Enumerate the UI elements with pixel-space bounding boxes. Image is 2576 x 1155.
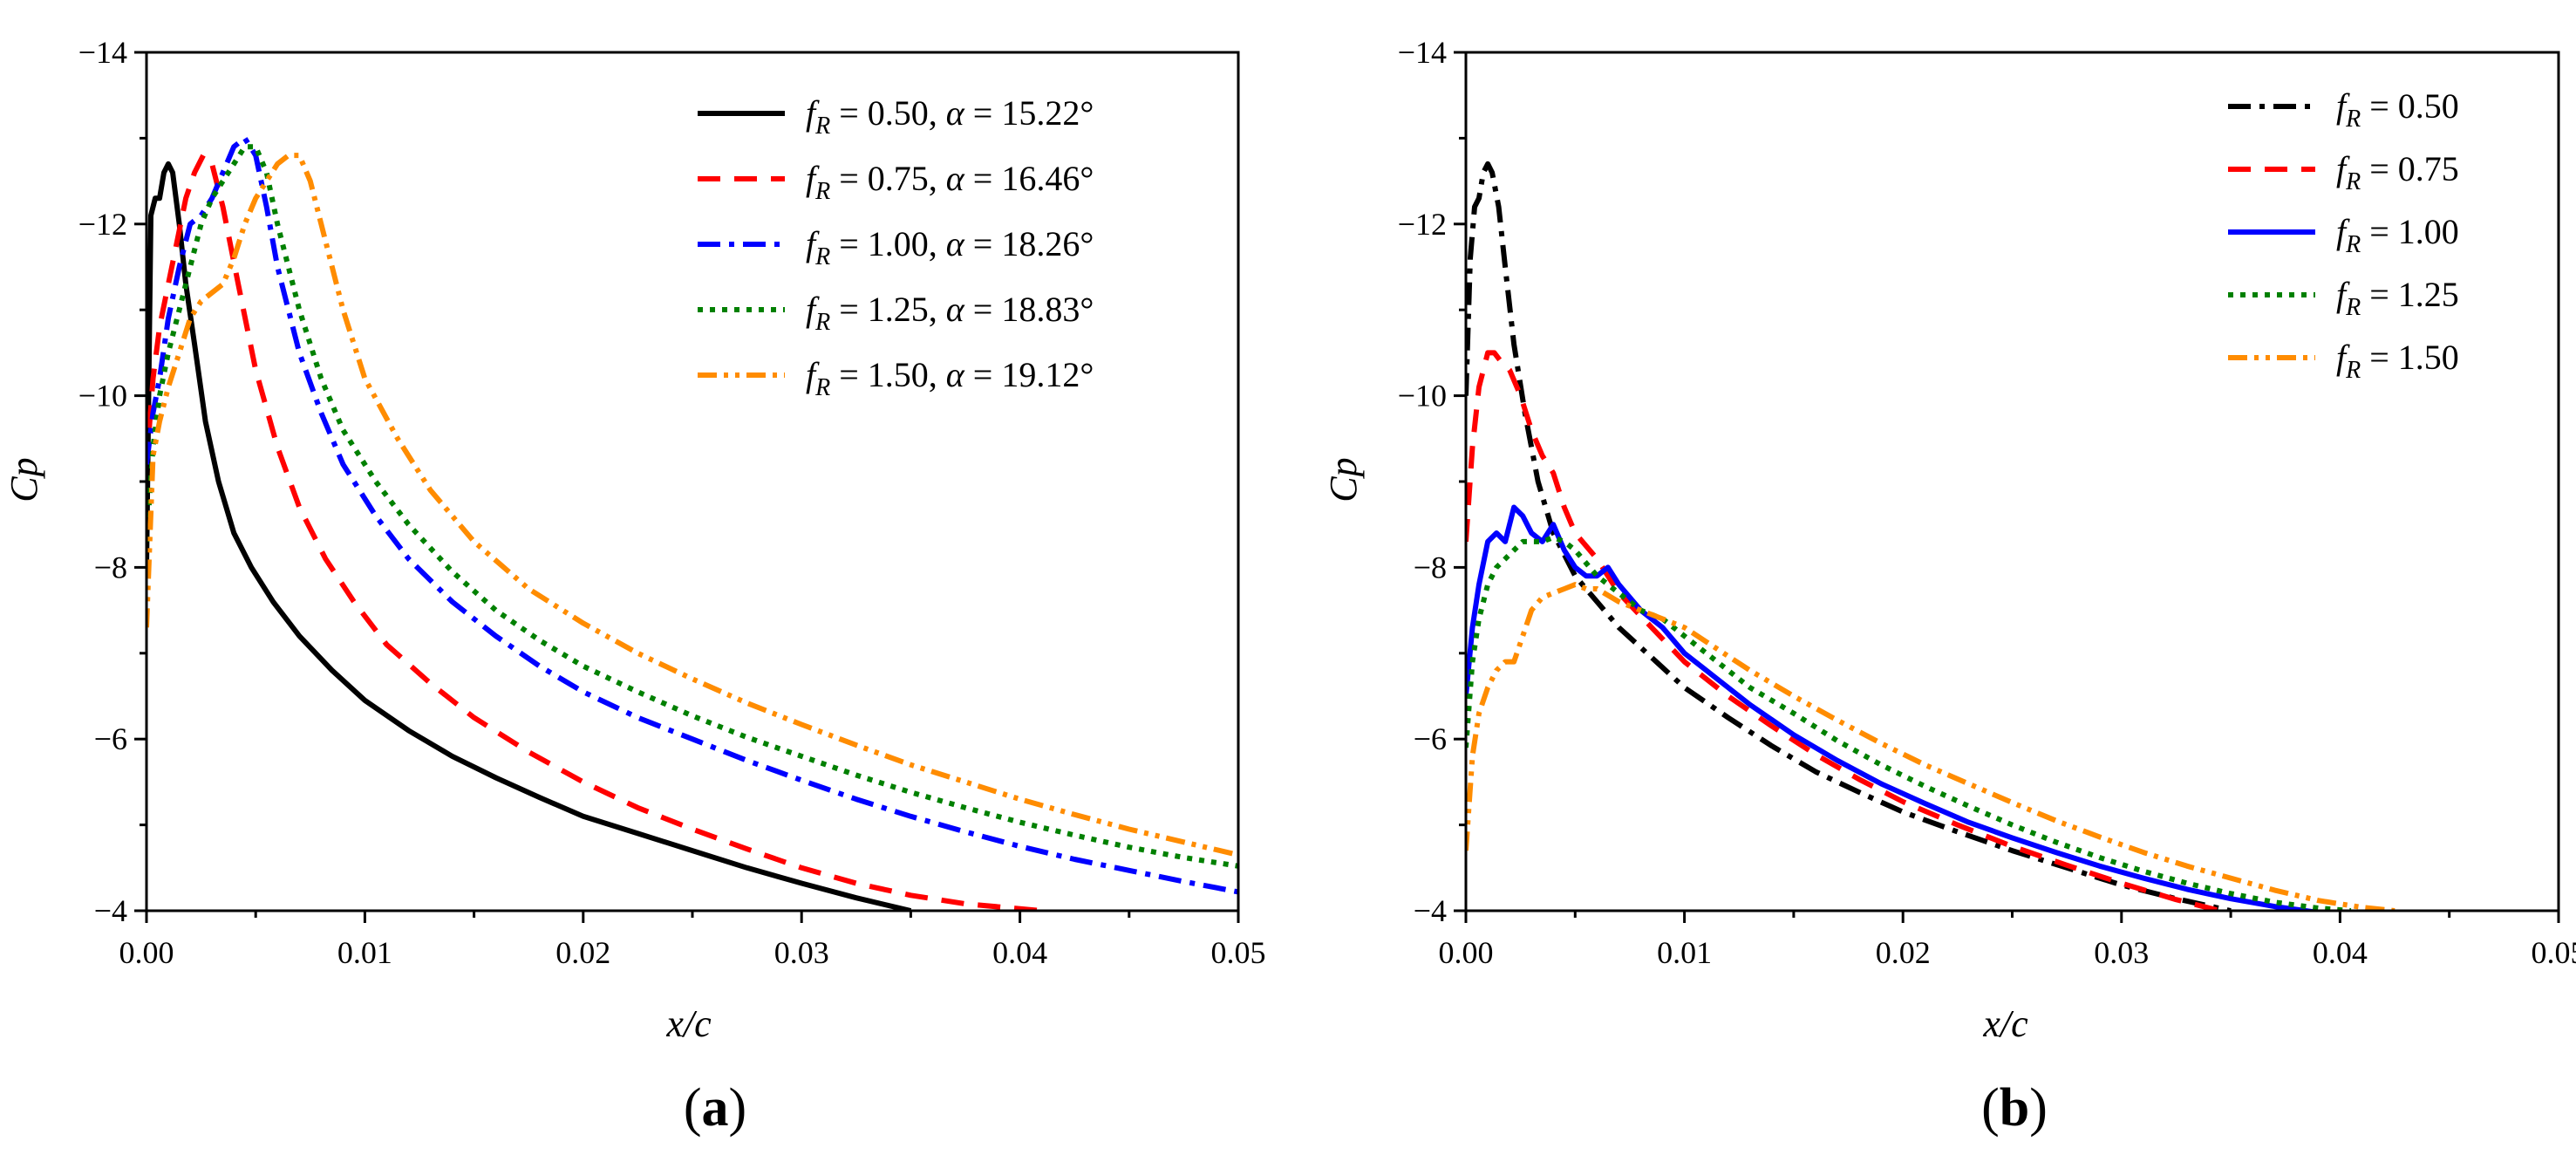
- y-tick-label: −14: [78, 35, 127, 70]
- y-axis-label: Cp: [3, 457, 45, 502]
- legend-label: fR = 0.50, α = 15.22°: [806, 93, 1094, 140]
- y-tick-label: −8: [1414, 550, 1447, 584]
- legend-label: fR = 1.25, α = 18.83°: [806, 290, 1094, 336]
- x-tick-label: 0.05: [2532, 935, 2576, 970]
- legend-label: fR = 0.75: [2336, 149, 2459, 195]
- series-line-1-00: [1466, 504, 2319, 911]
- legend: fR = 0.50 fR = 0.75 fR = 1.00 fR = 1.25 fR =…: [2228, 86, 2459, 384]
- series-line-1-00: [147, 135, 1238, 895]
- series-line-0-50: [1466, 161, 2232, 911]
- legend-label: fR = 1.00: [2336, 212, 2459, 258]
- panel-b: 0.00 0.01 0.02 0.03 0.04 0.05 −4 −6 −8 −10 −12 −14 x…: [1322, 35, 2576, 1138]
- legend-label: fR = 1.00, α = 18.26°: [806, 224, 1094, 270]
- y-tick-label: −14: [1398, 35, 1447, 70]
- y-tick-label: −6: [1414, 721, 1447, 756]
- x-tick-label: 0.01: [1657, 935, 1712, 970]
- legend-label: fR = 1.50, α = 19.12°: [806, 355, 1094, 401]
- panel-label: (a): [684, 1078, 746, 1138]
- legend-label: fR = 1.25: [2336, 275, 2459, 321]
- y-axis-label: Cp: [1322, 457, 1365, 502]
- series-group: [147, 135, 1238, 911]
- panel-label: (b): [1981, 1078, 2048, 1138]
- x-tick-label: 0.03: [774, 935, 829, 970]
- series-line-1-50: [147, 153, 1238, 858]
- series-line-1-25: [147, 144, 1238, 869]
- series-line-0-75: [147, 153, 1042, 911]
- y-tick-label: −10: [78, 379, 127, 413]
- legend-label: fR = 0.50: [2336, 86, 2459, 133]
- y-tick-label: −12: [1398, 207, 1447, 242]
- y-tick-label: −4: [1414, 893, 1447, 928]
- y-tick-label: −4: [94, 893, 127, 928]
- y-tick-label: −10: [1398, 379, 1447, 413]
- y-tick-label: −12: [78, 207, 127, 242]
- series-group: [1466, 161, 2395, 911]
- series-line-0-50: [147, 161, 912, 911]
- y-tick-label: −8: [94, 550, 127, 584]
- x-tick-label: 0.02: [555, 935, 610, 970]
- x-tick-label: 0.00: [1439, 935, 1494, 970]
- y-tick-label: −6: [94, 721, 127, 756]
- legend-label: fR = 0.75, α = 16.46°: [806, 159, 1094, 205]
- legend-label: fR = 1.50: [2336, 338, 2459, 384]
- panel-a: 0.00 0.01 0.02 0.03 0.04 0.05 −4 −6 −8 −10 −12 −14 x…: [3, 35, 1266, 1138]
- series-line-1-50: [1466, 582, 2395, 911]
- x-tick-label: 0.04: [992, 935, 1047, 970]
- legend: fR = 0.50, α = 15.22° fR = 0.75, α = 16.4…: [698, 93, 1094, 401]
- x-tick-label: 0.05: [1211, 935, 1266, 970]
- x-axis-label: x/c: [1982, 1002, 2028, 1045]
- x-tick-label: 0.01: [337, 935, 392, 970]
- x-tick-label: 0.00: [119, 935, 174, 970]
- series-line-1-25: [1466, 535, 2352, 911]
- x-tick-label: 0.04: [2313, 935, 2368, 970]
- x-axis-label: x/c: [665, 1002, 712, 1045]
- x-tick-label: 0.03: [2094, 935, 2149, 970]
- series-line-0-75: [1466, 350, 2221, 911]
- x-tick-label: 0.02: [1876, 935, 1931, 970]
